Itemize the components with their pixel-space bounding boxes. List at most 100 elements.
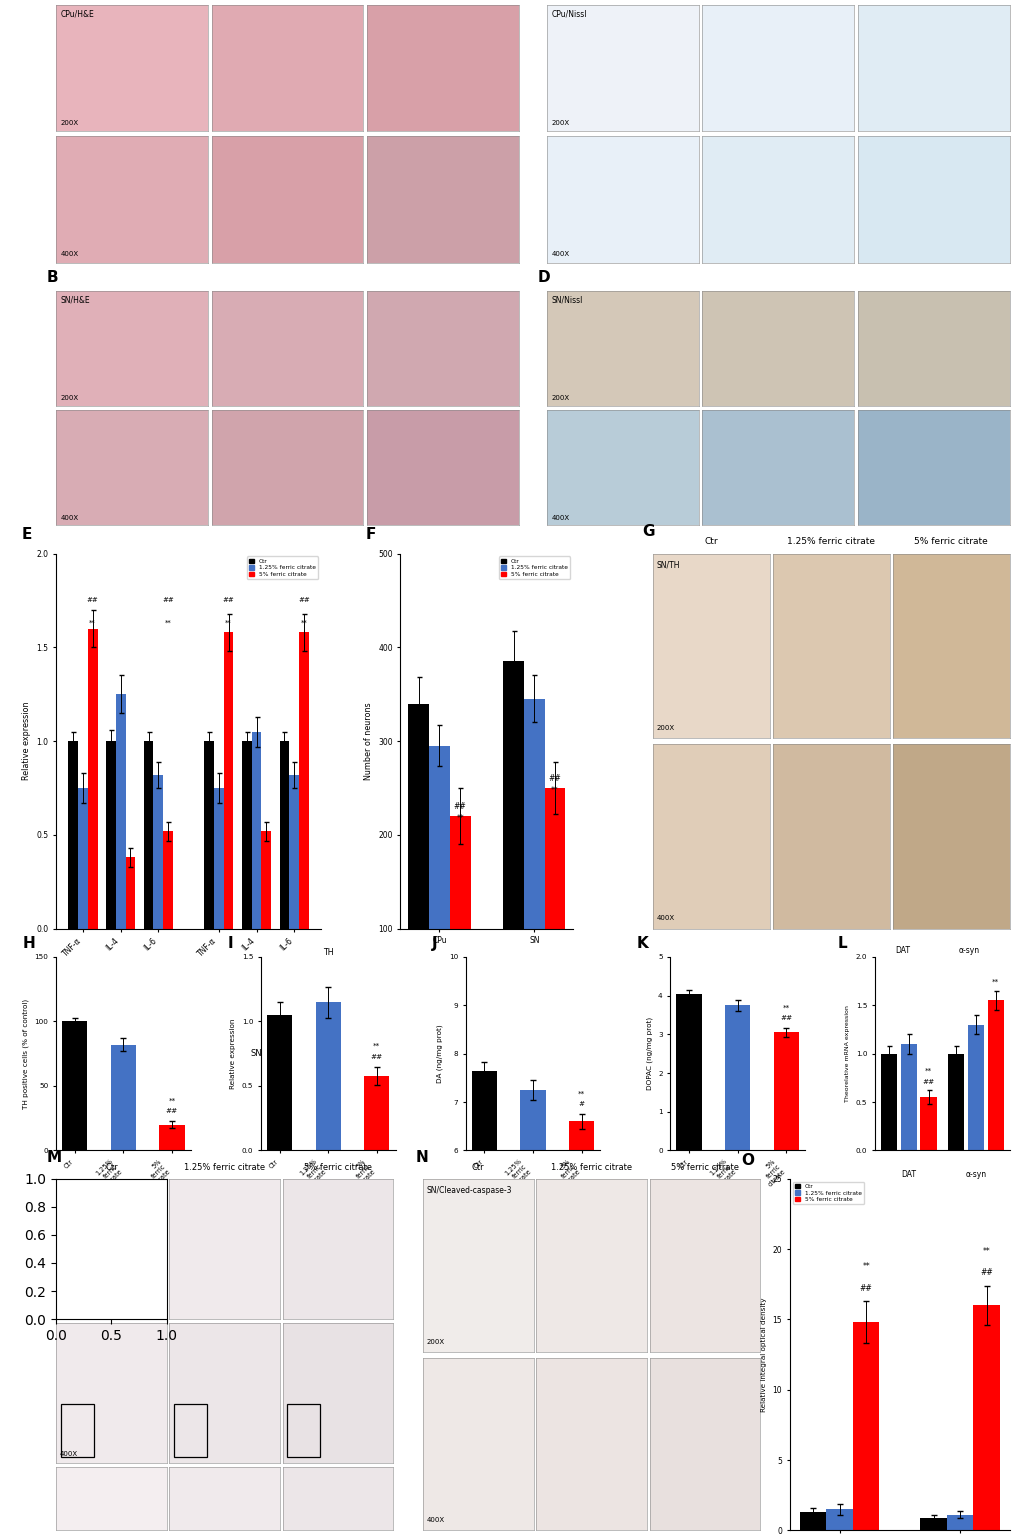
Text: 5% ferric citrate: 5% ferric citrate <box>913 537 987 546</box>
Text: 400X: 400X <box>551 252 569 258</box>
Bar <box>173 1405 207 1457</box>
Text: 400X: 400X <box>60 514 78 520</box>
Bar <box>948 1053 963 1150</box>
Bar <box>880 1053 897 1150</box>
Y-axis label: DA (ng/mg prot): DA (ng/mg prot) <box>436 1024 442 1084</box>
Bar <box>967 1025 983 1150</box>
Text: 400X: 400X <box>60 252 78 258</box>
Text: 5% ferric citrate: 5% ferric citrate <box>671 1162 738 1171</box>
Text: **: ** <box>550 786 558 795</box>
Bar <box>471 1070 496 1440</box>
Text: ##: ## <box>87 597 99 603</box>
Text: DAT: DAT <box>895 946 909 955</box>
Text: **: ** <box>991 979 999 985</box>
Bar <box>364 1076 389 1150</box>
Text: 400X: 400X <box>551 514 569 520</box>
Bar <box>68 741 77 929</box>
Bar <box>825 1509 852 1530</box>
Text: **: ** <box>225 620 231 626</box>
Text: 200X: 200X <box>60 396 78 402</box>
Text: **: ** <box>373 1044 380 1050</box>
Text: ##: ## <box>298 597 310 603</box>
Bar <box>115 694 125 929</box>
Text: Cpu: Cpu <box>112 1048 128 1058</box>
Text: ##: ## <box>921 1079 933 1085</box>
Text: 400X: 400X <box>655 915 674 921</box>
Text: **: ** <box>924 1068 931 1074</box>
Text: 200X: 200X <box>59 1308 77 1314</box>
Bar <box>299 632 309 929</box>
Text: ##: ## <box>780 1015 792 1021</box>
Text: CPu/H&E: CPu/H&E <box>60 9 95 18</box>
Bar <box>111 1045 136 1150</box>
Bar <box>204 741 214 929</box>
Bar <box>159 1125 184 1150</box>
Bar <box>144 741 153 929</box>
Text: O: O <box>741 1153 754 1168</box>
Y-axis label: Theorelative mRNA expression: Theorelative mRNA expression <box>845 1005 850 1102</box>
Bar <box>502 662 524 1022</box>
Text: SN/TUNEL: SN/TUNEL <box>59 1185 98 1193</box>
Bar <box>946 1515 972 1530</box>
Bar <box>62 1021 88 1150</box>
Bar <box>261 830 271 929</box>
Text: L: L <box>837 936 846 952</box>
Bar <box>772 1033 798 1150</box>
Text: ##: ## <box>162 597 174 603</box>
Bar <box>163 830 173 929</box>
Text: F: F <box>366 528 376 542</box>
Text: ##: ## <box>859 1283 871 1292</box>
Text: ##: ## <box>222 597 234 603</box>
Text: J: J <box>431 936 437 952</box>
Bar <box>88 628 98 929</box>
Text: **: ** <box>168 1098 175 1104</box>
Text: ##: ## <box>979 1268 991 1277</box>
Bar <box>125 858 136 929</box>
Text: Ctr: Ctr <box>704 537 717 546</box>
Text: Ctr: Ctr <box>105 1162 117 1171</box>
Text: 5% ferric citrate: 5% ferric citrate <box>304 1162 372 1171</box>
Bar <box>986 1001 1003 1150</box>
Bar <box>315 1002 340 1150</box>
Text: SN/Cleaved-caspase-3: SN/Cleaved-caspase-3 <box>426 1185 512 1194</box>
Text: **: ** <box>578 1091 585 1098</box>
Text: **: ** <box>782 1004 789 1010</box>
Bar <box>799 1512 825 1530</box>
Y-axis label: Relative expression: Relative expression <box>21 701 31 780</box>
Text: 400X: 400X <box>426 1518 444 1523</box>
Bar <box>569 1122 594 1440</box>
Bar <box>77 787 88 929</box>
Text: **: ** <box>455 814 464 823</box>
Text: **: ** <box>981 1246 989 1256</box>
Text: SN: SN <box>251 1048 262 1058</box>
Text: SN/TH: SN/TH <box>655 560 679 569</box>
Text: 200X: 200X <box>551 120 569 126</box>
Bar <box>223 632 233 929</box>
Y-axis label: Number of neurons: Number of neurons <box>364 703 372 780</box>
Text: G: G <box>642 523 654 539</box>
Text: 400X: 400X <box>59 1452 77 1457</box>
Text: 200X: 200X <box>426 1339 444 1345</box>
Bar <box>214 787 223 929</box>
Legend: Ctr, 1.25% ferric citrate, 5% ferric citrate: Ctr, 1.25% ferric citrate, 5% ferric cit… <box>247 557 318 579</box>
Bar <box>289 775 299 929</box>
Bar <box>544 787 565 1022</box>
Text: #: # <box>578 1102 584 1107</box>
Bar <box>408 703 429 1022</box>
Text: α-syn: α-syn <box>958 946 979 955</box>
Bar <box>153 775 163 929</box>
Legend: Ctr, 1.25% ferric citrate, 5% ferric citrate: Ctr, 1.25% ferric citrate, 5% ferric cit… <box>498 557 570 579</box>
Y-axis label: TH positive cells (% of control): TH positive cells (% of control) <box>22 999 29 1108</box>
Bar <box>429 746 449 1022</box>
Bar <box>106 741 115 929</box>
Bar <box>972 1305 999 1530</box>
Y-axis label: Relative expression: Relative expression <box>230 1019 236 1088</box>
Bar <box>242 741 252 929</box>
Bar <box>524 698 544 1022</box>
Text: SN/H&E: SN/H&E <box>60 295 91 304</box>
Title: TH: TH <box>323 949 333 956</box>
Text: N: N <box>415 1150 428 1165</box>
Text: E: E <box>21 528 32 542</box>
Text: ##: ## <box>166 1108 178 1114</box>
Text: α-syn: α-syn <box>964 1170 985 1179</box>
